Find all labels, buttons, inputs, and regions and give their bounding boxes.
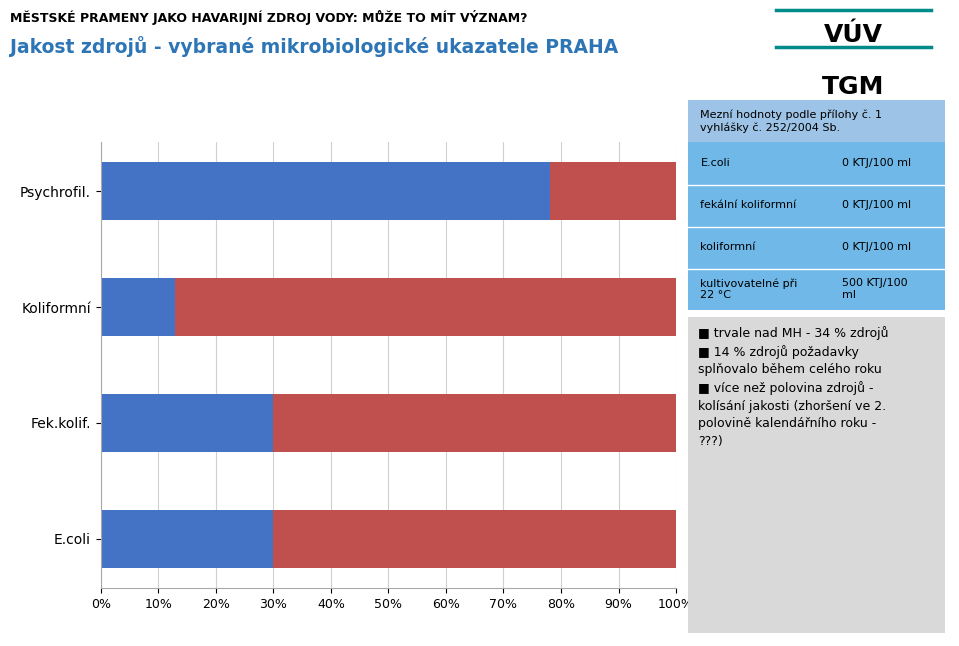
Text: 500 KTJ/100
ml: 500 KTJ/100 ml (842, 278, 907, 300)
Text: 0 KTJ/100 ml: 0 KTJ/100 ml (842, 242, 911, 252)
Text: Mezní hodnoty podle přílohy č. 1
vyhlášky č. 252/2004 Sb.: Mezní hodnoty podle přílohy č. 1 vyhlášk… (700, 109, 882, 133)
Text: Jakost zdrojů - vybrané mikrobiologické ukazatele PRAHA: Jakost zdrojů - vybrané mikrobiologické … (10, 36, 618, 56)
Text: koliformní: koliformní (700, 242, 756, 252)
Text: MĚSTSKÉ PRAMENY JAKO HAVARIJNÍ ZDROJ VODY: MŮŽE TO MÍT VÝZNAM?: MĚSTSKÉ PRAMENY JAKO HAVARIJNÍ ZDROJ VOD… (10, 10, 527, 25)
Legend: pod MH, nad MH: pod MH, nad MH (694, 249, 771, 284)
Text: E.coli: E.coli (700, 158, 730, 168)
Bar (550, 162, 676, 220)
Bar (101, 394, 273, 452)
Text: fekální koliformní: fekální koliformní (700, 200, 797, 210)
Text: VÚV: VÚV (824, 23, 883, 47)
Bar (273, 394, 676, 452)
Text: 0 KTJ/100 ml: 0 KTJ/100 ml (842, 200, 911, 210)
Bar (101, 162, 550, 220)
Text: ■ trvale nad MH - 34 % zdrojů
■ 14 % zdrojů požadavky
splňovalo během celého rok: ■ trvale nad MH - 34 % zdrojů ■ 14 % zdr… (698, 326, 888, 448)
Text: kultivovatelné při
22 °C: kultivovatelné při 22 °C (700, 278, 798, 300)
Text: TGM: TGM (822, 74, 885, 99)
Bar (101, 278, 175, 336)
Bar (273, 510, 676, 568)
Bar (175, 278, 676, 336)
Text: 0 KTJ/100 ml: 0 KTJ/100 ml (842, 158, 911, 168)
Bar (101, 510, 273, 568)
